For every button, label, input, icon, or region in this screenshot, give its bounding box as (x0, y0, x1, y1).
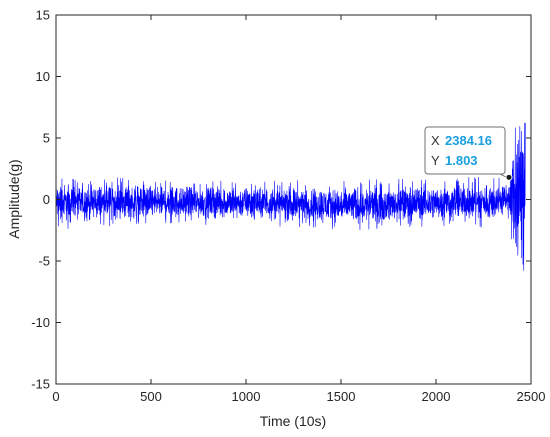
datatip-marker[interactable] (505, 173, 513, 181)
datatip-x-key: X (431, 133, 440, 148)
x-tick-label: 2500 (517, 389, 546, 404)
x-axis-ticks: 0 500 1000 1500 2000 2500 (52, 15, 545, 404)
signal-series (55, 122, 526, 271)
y-tick-label: -15 (31, 377, 50, 392)
x-tick-label: 1000 (232, 389, 261, 404)
x-tick-label: 2000 (422, 389, 451, 404)
datatip[interactable]: X 2384.16 Y 1.803 (424, 126, 513, 181)
x-axis-label: Time (10s) (260, 413, 326, 429)
x-tick-label: 500 (140, 389, 162, 404)
x-tick-label: 1500 (327, 389, 356, 404)
y-tick-label: 10 (36, 69, 50, 84)
datatip-y-key: Y (431, 153, 440, 168)
y-tick-label: 0 (43, 192, 50, 207)
y-tick-label: 15 (36, 8, 50, 23)
y-axis-label: Amplitude(g) (6, 159, 22, 238)
y-tick-label: -5 (38, 254, 50, 269)
y-axis-ticks: -15 -10 -5 0 5 10 15 (31, 8, 531, 392)
y-tick-label: -10 (31, 315, 50, 330)
signal-line (55, 122, 526, 271)
y-tick-label: 5 (43, 131, 50, 146)
x-tick-label: 0 (52, 389, 59, 404)
datatip-x-value: 2384.16 (445, 133, 492, 148)
datatip-box (424, 126, 506, 175)
datatip-y-value: 1.803 (445, 153, 478, 168)
